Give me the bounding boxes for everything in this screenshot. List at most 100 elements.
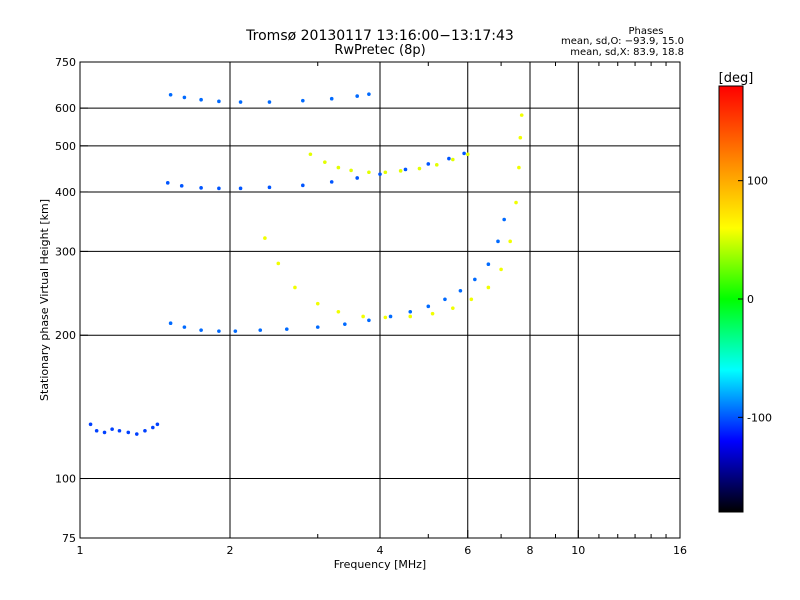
data-point (233, 329, 238, 333)
phases-legend-o: mean, sd,O: −93.9, 15.0 (561, 36, 684, 47)
x-tick-label: 6 (464, 544, 471, 557)
data-point (388, 314, 393, 319)
data-point (502, 217, 506, 222)
data-point (408, 314, 413, 319)
data-point (465, 152, 470, 157)
colorbar-label: [deg] (719, 71, 754, 86)
data-point (88, 422, 93, 427)
data-point (155, 422, 160, 427)
data-point (258, 328, 263, 332)
colorbar-tick-label: 0 (747, 293, 754, 306)
data-point (293, 285, 297, 290)
data-point (165, 181, 170, 185)
data-point (182, 95, 187, 100)
data-point (217, 329, 221, 333)
chart-title: Tromsø 20130117 13:16:00−13:17:43 (245, 28, 514, 44)
data-point (110, 427, 114, 431)
data-point (451, 306, 455, 310)
data-point (199, 97, 203, 102)
y-tick-label: 500 (55, 140, 76, 153)
data-point (469, 297, 474, 302)
colorbar: [deg] 100 0 -100 (718, 71, 772, 513)
data-point (519, 113, 524, 117)
data-point (383, 315, 388, 320)
x-tick-label: 4 (377, 544, 384, 557)
data-point (383, 170, 388, 175)
colorbar-tick-label: 100 (747, 175, 768, 188)
data-point (514, 200, 518, 205)
data-point (329, 180, 334, 184)
data-point (367, 170, 371, 175)
data-point (308, 152, 313, 157)
data-point (408, 310, 413, 314)
data-point (430, 311, 435, 316)
phases-legend: Phases mean, sd,O: −93.9, 15.0 mean, sd,… (561, 26, 684, 58)
y-tick-label: 100 (55, 473, 76, 486)
data-point (378, 172, 382, 176)
data-point (143, 428, 147, 433)
data-point (443, 297, 447, 302)
data-point (473, 277, 477, 282)
data-point (117, 428, 122, 433)
data-point (168, 92, 173, 97)
data-point (426, 304, 431, 309)
phases-legend-title: Phases (628, 26, 663, 37)
data-point (217, 99, 221, 104)
data-point (496, 239, 500, 244)
x-tick-label: 1 (77, 544, 84, 557)
data-point (315, 301, 320, 306)
data-point (199, 328, 203, 332)
data-point (182, 325, 187, 329)
data-point (518, 135, 523, 140)
data-point (486, 285, 491, 290)
data-point (367, 92, 371, 96)
data-point (126, 430, 131, 435)
data-point (508, 239, 512, 244)
y-axis-label: Stationary phase Virtual Height [km] (38, 199, 51, 401)
x-tick-label: 16 (673, 544, 687, 557)
y-tick-label: 200 (55, 329, 76, 342)
data-point (323, 160, 327, 164)
data-point (403, 167, 408, 172)
data-point (267, 185, 272, 190)
data-point (276, 261, 281, 266)
data-point (168, 321, 173, 325)
chart-subtitle: RwPretec (8p) (334, 43, 425, 58)
data-point (434, 163, 439, 167)
data-point (486, 262, 491, 267)
x-tick-label: 8 (527, 544, 534, 557)
data-point (426, 162, 431, 166)
data-point (355, 94, 359, 98)
y-tick-label: 750 (55, 56, 76, 69)
data-point (361, 314, 365, 319)
data-point (367, 318, 371, 323)
data-point (179, 184, 184, 188)
data-point (355, 176, 359, 180)
data-point (263, 236, 267, 240)
data-point (301, 183, 305, 188)
data-point (499, 267, 503, 272)
phases-legend-x: mean, sd,X: 83.9, 18.8 (570, 47, 684, 58)
y-tick-label: 600 (55, 102, 76, 115)
data-point (336, 310, 341, 314)
data-point (94, 428, 99, 433)
data-point (134, 432, 139, 436)
y-tick-label: 400 (55, 186, 76, 199)
data-point (301, 98, 305, 103)
y-tick-label: 300 (55, 245, 76, 258)
data-point (417, 166, 422, 171)
data-point (284, 327, 289, 331)
data-point (398, 169, 403, 173)
y-tick-label: 75 (62, 532, 76, 545)
data-point (462, 151, 466, 156)
data-point (451, 157, 455, 162)
x-axis-label: Frequency [MHz] (334, 558, 426, 571)
plot-area: 1 2 4 6 8 10 16 75 100 200 300 400 500 600 750 (55, 56, 687, 557)
data-point (517, 165, 521, 170)
data-point (267, 100, 272, 104)
data-point (238, 186, 243, 191)
x-tick-label: 2 (227, 544, 234, 557)
x-tick-label: 10 (571, 544, 585, 557)
data-point (329, 96, 334, 101)
